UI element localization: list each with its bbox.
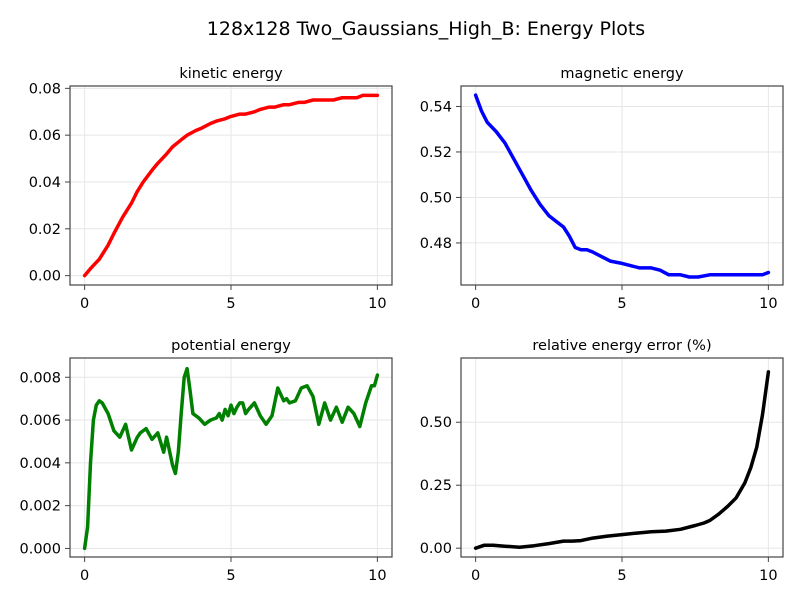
magnetic-energy-xtick-label-1: 5 [617, 296, 626, 312]
potential-energy-series-line-0 [82, 366, 380, 551]
potential-energy-panel: potential energy 0 5 10 0.000 0.002 0.004 0.006… [19, 338, 393, 584]
kinetic-energy-ytick-label-2: 0.04 [29, 175, 61, 191]
kinetic-energy-xtick-label-0: 0 [80, 296, 89, 312]
potential-energy-xtick-label-2: 10 [368, 568, 386, 584]
magnetic-energy-ytick-label-0: 0.48 [420, 236, 452, 252]
potential-energy-ytick-label-1: 0.002 [19, 499, 61, 515]
kinetic-energy-xtick-label-2: 10 [368, 296, 386, 312]
magnetic-energy-title: magnetic energy [560, 66, 684, 82]
magnetic-energy-xtick-label-0: 0 [471, 296, 480, 312]
figure-title: 128x128 Two_Gaussians_High_B: Energy Plo… [207, 18, 645, 40]
magnetic-energy-ytick-label-2: 0.52 [420, 145, 452, 161]
kinetic-energy-xtick-label-1: 5 [226, 296, 235, 312]
relative-energy-error-ytick-label-1: 0.25 [420, 478, 452, 494]
kinetic-energy-ytick-label-4: 0.08 [29, 81, 61, 97]
relative-energy-error-xtick-label-1: 5 [617, 568, 626, 584]
potential-energy-ytick-label-3: 0.006 [19, 413, 61, 429]
potential-energy-xtick-label-0: 0 [80, 568, 89, 584]
magnetic-energy-ytick-label-1: 0.50 [420, 190, 452, 206]
magnetic-energy-ytick-label-3: 0.54 [420, 99, 452, 115]
kinetic-energy-ytick-label-3: 0.06 [29, 128, 61, 144]
relative-energy-error-series-line-0 [473, 370, 771, 550]
magnetic-energy-panel: magnetic energy 0 5 10 0.48 0.50 0.52 0.54 [420, 66, 784, 312]
potential-energy-ytick-label-4: 0.008 [19, 370, 61, 386]
potential-energy-xtick-label-1: 5 [226, 568, 235, 584]
kinetic-energy-ytick-label-1: 0.02 [29, 222, 61, 238]
magnetic-energy-xtick-label-2: 10 [759, 296, 777, 312]
magnetic-energy-series-line-0 [473, 93, 771, 279]
relative-energy-error-xtick-label-0: 0 [471, 568, 480, 584]
potential-energy-title: potential energy [171, 338, 291, 354]
relative-energy-error-title: relative energy error (%) [532, 338, 711, 354]
relative-energy-error-ytick-label-0: 0.00 [420, 541, 452, 557]
relative-energy-error-xtick-label-2: 10 [759, 568, 777, 584]
potential-energy-ytick-label-0: 0.000 [19, 541, 61, 557]
kinetic-energy-title: kinetic energy [179, 66, 283, 82]
relative-energy-error-panel: relative energy error (%) 0 5 10 0.00 0.25 0.5… [420, 338, 784, 584]
kinetic-energy-panel: kinetic energy 0 5 10 0.00 0.02 0.04 0.06 0.08 [29, 66, 393, 312]
kinetic-energy-series-line-0 [82, 93, 380, 278]
kinetic-energy-ytick-label-0: 0.00 [29, 269, 61, 285]
potential-energy-ytick-label-2: 0.004 [19, 456, 61, 472]
relative-energy-error-ytick-label-2: 0.50 [420, 415, 452, 431]
